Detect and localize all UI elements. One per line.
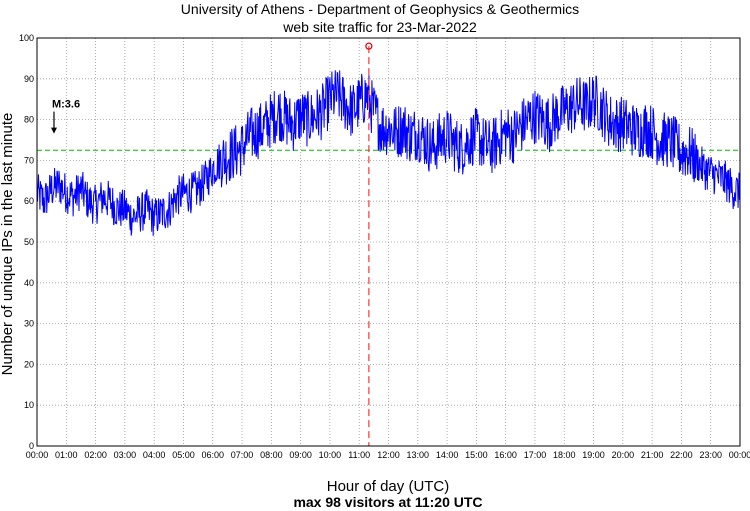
x-tick-label: 11:00	[348, 450, 370, 460]
x-tick-label: 10:00	[319, 450, 342, 460]
x-axis-label: Hour of day (UTC)	[327, 478, 450, 495]
x-tick-label: 03:00	[114, 450, 137, 460]
y-tick-label: 80	[24, 115, 34, 125]
x-tick-label: 12:00	[377, 450, 400, 460]
max-visitors-caption: max 98 visitors at 11:20 UTC	[293, 494, 482, 510]
x-tick-label: 20:00	[612, 450, 635, 460]
y-tick-label: 90	[24, 74, 34, 84]
x-tick-label: 04:00	[143, 450, 166, 460]
x-tick-label: 07:00	[231, 450, 254, 460]
x-tick-label: 15:00	[465, 450, 488, 460]
chart-title: University of Athens - Department of Geo…	[181, 1, 579, 17]
y-tick-label: 100	[19, 33, 34, 43]
x-tick-label: 22:00	[670, 450, 693, 460]
x-tick-label: 13:00	[407, 450, 430, 460]
x-tick-label: 19:00	[582, 450, 605, 460]
x-tick-label: 14:00	[436, 450, 459, 460]
series-line	[36, 70, 741, 236]
y-tick-label: 20	[24, 359, 34, 369]
chart-subtitle: web site traffic for 23-Mar-2022	[282, 19, 477, 35]
x-tick-label: 23:00	[699, 450, 722, 460]
earthquake-annotation: M:3.6	[50, 99, 80, 134]
y-tick-label: 30	[24, 319, 34, 329]
x-tick-label: 17:00	[524, 450, 547, 460]
x-tick-label: 00:00	[26, 450, 49, 460]
annotation-label: M:3.6	[52, 99, 80, 111]
y-tick-label: 40	[24, 278, 34, 288]
x-tick-label: 08:00	[260, 450, 283, 460]
x-tick-label: 05:00	[172, 450, 195, 460]
x-tick-label: 09:00	[289, 450, 312, 460]
y-axis-label: Number of unique IPs in the last minute	[0, 113, 16, 376]
plot-frame	[36, 37, 741, 447]
x-tick-label: 02:00	[84, 450, 107, 460]
y-tick-label: 10	[24, 400, 34, 410]
x-tick-label: 01:00	[55, 450, 78, 460]
y-tick-label: 70	[24, 155, 34, 165]
x-tick-label: 21:00	[641, 450, 664, 460]
tick-labels: 00:00 01:00 02:00 03:00 04:00 05:00 06:00 07:00…	[19, 33, 750, 460]
y-tick-label: 50	[24, 237, 34, 247]
annotation-arrow-head	[50, 127, 57, 134]
y-tick-label: 60	[24, 196, 34, 206]
x-tick-label: 16:00	[494, 450, 517, 460]
y-tick-label: 0	[29, 441, 34, 451]
grid	[37, 38, 740, 446]
x-tick-label: 06:00	[201, 450, 224, 460]
x-tick-label: 00:00	[729, 450, 750, 460]
x-tick-label: 18:00	[553, 450, 576, 460]
max-marker-point	[365, 42, 373, 50]
